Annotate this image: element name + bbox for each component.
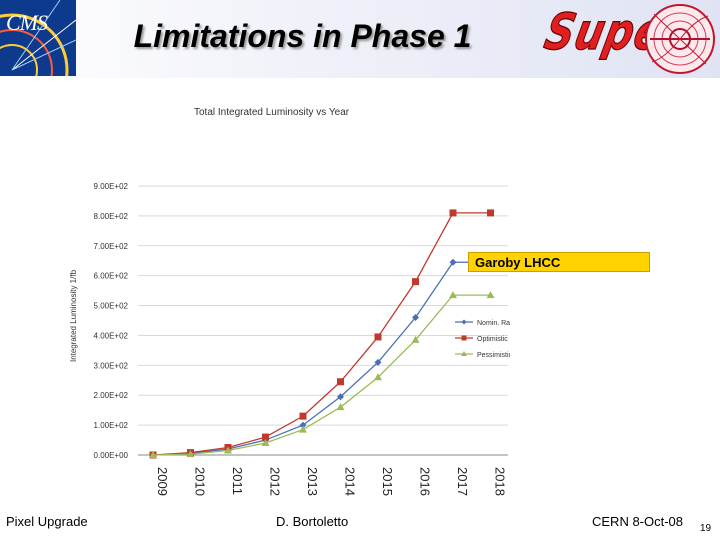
data-point — [337, 393, 344, 401]
chart-gridlines — [138, 185, 508, 456]
legend-label: Optimistic — [477, 336, 508, 343]
x-tick-labels: 2009 2010 2011 2012 2013 2014 2015 2016 2017 2018 — [155, 467, 508, 496]
y-tick-label: 4.00E+02 — [94, 331, 129, 340]
collision-event-logo — [645, 4, 715, 74]
y-tick-label: 2.00E+02 — [94, 391, 129, 400]
x-tick-label: 2017 — [455, 467, 470, 496]
data-point — [262, 433, 269, 441]
data-point — [374, 373, 382, 381]
legend-marker — [461, 351, 467, 356]
data-point — [299, 421, 307, 429]
cms-logo: CMS — [0, 0, 76, 76]
y-tick-label: 5.00E+02 — [94, 302, 129, 311]
footer-venue-date: CERN 8-Oct-08 — [592, 514, 684, 529]
x-tick-label: 2016 — [418, 467, 433, 496]
slide-title-text: Limitations in Phase 1 — [133, 18, 472, 54]
luminosity-chart: Total Integrated Luminosity vs Year Inte… — [70, 107, 510, 496]
data-point — [299, 412, 307, 420]
data-point — [449, 291, 457, 299]
page-number: 19 — [700, 523, 712, 534]
y-tick-label: 7.00E+02 — [94, 242, 129, 251]
x-tick-label: 2012 — [268, 467, 283, 496]
data-point — [449, 258, 457, 266]
data-point — [224, 446, 232, 454]
x-tick-label: 2011 — [230, 467, 245, 495]
data-point — [374, 358, 382, 366]
y-tick-label: 9.00E+02 — [94, 182, 129, 191]
x-tick-label: 2018 — [493, 467, 508, 496]
x-tick-label: 2009 — [155, 467, 170, 496]
cms-logo-graphic — [0, 0, 76, 76]
y-tick-label: 0.00E+00 — [94, 451, 129, 460]
data-point — [412, 278, 419, 286]
cms-logo-text: CMS — [6, 10, 48, 35]
y-tick-label: 3.00E+02 — [94, 361, 129, 370]
y-tick-label: 6.00E+02 — [94, 272, 129, 281]
chart-series — [149, 209, 495, 459]
data-point — [412, 314, 419, 322]
x-tick-label: 2015 — [380, 467, 395, 496]
source-annotation: Garoby LHCC — [468, 252, 650, 272]
x-tick-label: 2010 — [193, 467, 208, 496]
legend-label: Nomin. Ramp — [477, 320, 510, 327]
legend-marker — [461, 319, 467, 325]
y-tick-label: 1.00E+02 — [94, 421, 129, 430]
y-tick-labels: 0.00E+00 1.00E+02 2.00E+02 3.00E+02 4.00E+02… — [94, 182, 129, 460]
x-tick-label: 2013 — [305, 467, 320, 496]
footer-author: D. Bortoletto — [276, 514, 349, 529]
data-point — [486, 291, 495, 299]
data-point — [374, 333, 382, 341]
data-point — [411, 335, 420, 343]
y-tick-label: 8.00E+02 — [94, 212, 129, 221]
slide-header: CMS Limitations in Phase 1 Super — [0, 0, 720, 78]
data-point — [487, 209, 494, 217]
slide-title: Limitations in Phase 1 — [0, 18, 720, 55]
footer-left: Pixel Upgrade — [6, 514, 88, 529]
legend-label: Pessimistic — [477, 352, 510, 359]
x-tick-label: 2014 — [343, 467, 358, 496]
data-point — [449, 209, 457, 217]
y-axis-label: Integrated Luminosity 1/fb — [70, 269, 78, 362]
series-line — [152, 294, 491, 456]
data-point — [337, 378, 344, 386]
data-point — [336, 403, 345, 411]
chart-title: Total Integrated Luminosity vs Year — [194, 107, 350, 118]
data-point — [299, 425, 307, 433]
legend-marker — [461, 335, 467, 341]
data-point — [149, 451, 157, 458]
data-point — [261, 439, 270, 447]
data-point — [186, 450, 195, 458]
series-line — [152, 261, 491, 456]
chart-legend: Nomin. Ramp Optimistic Pessimistic — [455, 319, 510, 359]
series-line — [152, 212, 491, 456]
